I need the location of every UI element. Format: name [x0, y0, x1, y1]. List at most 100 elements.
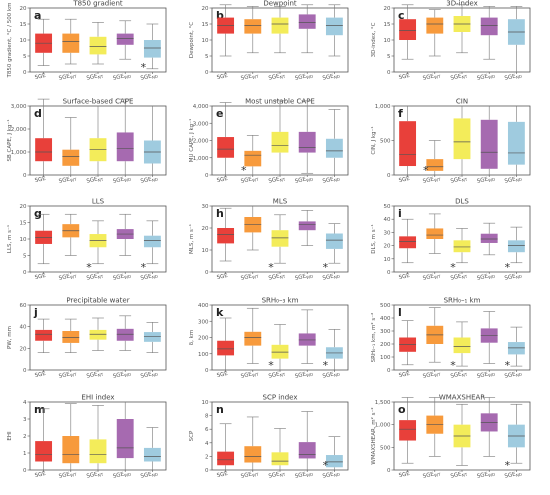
box-sge-wd	[480, 105, 498, 176]
x-tick-label: SGEWD	[294, 272, 313, 282]
panel-letter: h	[216, 207, 224, 220]
y-tick-label: 400	[198, 303, 209, 309]
box-sge	[217, 207, 235, 262]
iqr-box	[325, 138, 343, 158]
x-tick-label: SGEWT	[58, 470, 77, 480]
y-tick-label: 500	[380, 445, 391, 451]
x-tick-label: SGEND	[322, 175, 340, 185]
y-tick-label: 0	[23, 70, 27, 76]
panel-f: CIN f 0 500 1,000 CIN, J kg⁻¹ SGE SGEWT SGENT SGE…	[370, 98, 531, 185]
iqr-box	[399, 236, 417, 249]
x-tick-label: SGE	[398, 273, 411, 281]
x-tick-label: SGEWD	[294, 370, 313, 380]
x-tick-label: SGEND	[140, 470, 158, 480]
box-sge-wd	[116, 98, 134, 176]
iqr-box	[143, 332, 161, 342]
x-tick-label: SGE	[34, 471, 47, 479]
iqr-box	[143, 447, 161, 462]
box-sge	[35, 213, 53, 265]
iqr-box	[271, 131, 289, 153]
y-tick-label: 15	[384, 22, 391, 28]
panel-title: Precipitable water	[66, 297, 129, 305]
iqr-box	[271, 452, 289, 466]
y-tick-label: 200	[380, 342, 391, 348]
panel-title: WMAXSHEAR	[439, 394, 485, 402]
box-sge-wt	[62, 318, 80, 353]
y-tick-label: 20	[20, 204, 27, 210]
y-tick-label: 4	[23, 400, 27, 406]
panel-a: T850 gradient a 0 5 10 15 20 T850 gradient, °C …	[7, 0, 167, 82]
x-tick-label: SGEND	[322, 370, 340, 380]
y-axis-label: SB CAPE, J kg⁻¹	[6, 119, 13, 161]
box-sge-nd	[325, 4, 343, 57]
x-tick-label: SGENT	[86, 370, 104, 380]
iqr-box	[89, 36, 107, 55]
iqr-box	[244, 331, 262, 346]
y-tick-label: 2,000	[11, 127, 27, 133]
box-sge-nt	[271, 324, 289, 371]
panel-letter: i	[398, 207, 402, 220]
iqr-box	[35, 138, 53, 162]
y-tick-label: 40	[384, 217, 391, 223]
iqr-box	[480, 233, 498, 243]
iqr-box	[325, 233, 343, 249]
box-sge-wt	[426, 9, 444, 57]
panel-letter: g	[34, 207, 42, 220]
significance-star: *	[86, 261, 92, 274]
box-sge-wt	[244, 307, 262, 364]
box-sge-nt	[453, 4, 471, 54]
y-tick-label: 500	[380, 139, 391, 145]
box-sge-nd	[325, 329, 343, 371]
y-tick-label: 4	[205, 441, 209, 447]
y-tick-label: 0	[387, 173, 391, 179]
iqr-box	[116, 419, 134, 459]
y-tick-label: 5	[23, 54, 27, 60]
x-tick-label: SGENT	[86, 175, 104, 185]
significance-star: *	[323, 261, 329, 274]
y-tick-label: 300	[198, 319, 209, 325]
x-tick-label: SGENT	[450, 370, 468, 380]
box-sge-wt	[62, 18, 80, 65]
box-sge	[217, 4, 235, 57]
box-sge-nd	[143, 23, 161, 70]
iqr-box	[298, 131, 316, 153]
x-tick-label: SGENT	[450, 272, 468, 282]
y-tick-label: 1,500	[375, 400, 391, 406]
box-sge-nt	[453, 228, 471, 264]
y-axis-label: LLS, m s⁻¹	[6, 225, 13, 253]
box-sge-nd	[143, 105, 161, 176]
box-sge-nd	[143, 322, 161, 353]
y-tick-label: 5	[23, 254, 27, 260]
x-tick-label: SGEWT	[240, 470, 259, 480]
x-tick-label: SGEND	[140, 72, 158, 82]
box-sge-wd	[298, 4, 316, 54]
x-tick-label: SGENT	[86, 72, 104, 82]
panel-letter: a	[34, 9, 41, 22]
y-tick-label: 1,000	[11, 150, 27, 156]
x-tick-label: SGENT	[450, 72, 468, 82]
y-tick-label: 15	[202, 22, 209, 28]
y-tick-label: 40	[20, 325, 27, 331]
panel-letter: e	[216, 107, 223, 120]
x-tick-label: SGEND	[140, 272, 158, 282]
y-axis-label: Dewpoint, °C	[189, 22, 195, 58]
y-tick-label: 100	[380, 355, 391, 361]
x-tick-label: SGEWT	[422, 175, 441, 185]
panel-letter: m	[34, 403, 45, 416]
y-tick-label: 20	[202, 6, 209, 12]
panel-d: Surface-based CAPE d 0 1,000 2,000 3,000 SB CA…	[6, 98, 167, 185]
y-axis-label: DLS, m s⁻¹	[370, 224, 377, 253]
x-tick-label: SGENT	[450, 175, 468, 185]
y-tick-label: 10	[202, 400, 209, 406]
box-sge	[217, 102, 235, 176]
y-tick-label: 0	[23, 270, 27, 276]
iqr-box	[507, 240, 525, 253]
x-tick-label: SGENT	[268, 72, 286, 82]
iqr-box	[426, 228, 444, 239]
iqr-box	[325, 455, 343, 468]
y-axis-label: T850 gradient, °C / 500 km	[7, 3, 13, 79]
panel-k: SRH₀–₃ km k 0 100 200 300 400 δ, km SGE SGEWT SGEN…	[189, 297, 349, 380]
x-tick-label: SGE	[398, 471, 411, 479]
box-sge-wt	[62, 403, 80, 471]
y-tick-label: 1,000	[193, 156, 209, 162]
